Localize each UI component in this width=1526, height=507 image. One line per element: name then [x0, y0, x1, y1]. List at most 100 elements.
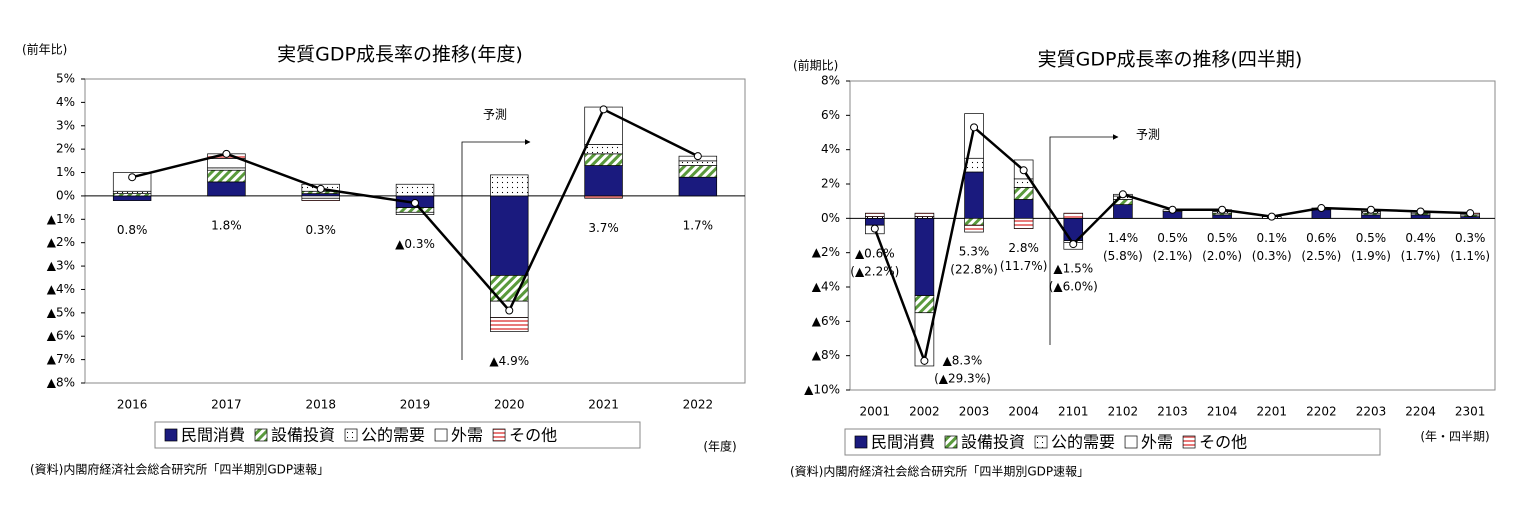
- line-marker: [1218, 205, 1227, 214]
- bar-segment: [395, 207, 435, 213]
- line-marker: [505, 306, 514, 315]
- value-label: ▲4.9%: [489, 354, 529, 368]
- line-marker: [411, 198, 419, 207]
- annualized-label: (▲2.2%): [850, 264, 899, 278]
- legend-swatch: [944, 435, 958, 449]
- value-label: 0.8%: [117, 223, 148, 237]
- line-marker: [693, 152, 702, 161]
- plot-area: [849, 80, 1496, 391]
- y-tick-label: ▲3%: [47, 259, 75, 273]
- line-marker: [1366, 205, 1375, 214]
- x-tick-label: 2022: [683, 398, 714, 412]
- y-tick-label: ▲8%: [47, 376, 75, 390]
- x-tick-label: 2016: [117, 398, 148, 412]
- annualized-label: (2.5%): [1301, 249, 1341, 263]
- value-label: 1.7%: [683, 218, 714, 232]
- bar-segment: [914, 295, 935, 314]
- forecast-line: [1049, 134, 1119, 345]
- annualized-label: (0.3%): [1252, 249, 1292, 263]
- bar-segment: [584, 195, 623, 199]
- legend-label: 民間消費: [181, 426, 245, 445]
- legend-label: その他: [509, 426, 557, 445]
- x-tick-label: 2204: [1405, 405, 1436, 419]
- y-axis-label: (前期比): [793, 58, 838, 73]
- bar-segment: [1063, 212, 1084, 219]
- bar-segment: [112, 195, 152, 201]
- bar-segment: [112, 190, 152, 194]
- line-marker: [599, 105, 608, 114]
- annualized-label: (2.0%): [1202, 249, 1242, 263]
- value-label: 0.3%: [1455, 231, 1486, 245]
- value-label: 2.8%: [1008, 241, 1039, 255]
- chart-title: 実質GDP成長率の推移(四半期): [1038, 49, 1303, 71]
- line-marker: [920, 356, 929, 365]
- annualized-label: (▲6.0%): [1049, 280, 1098, 294]
- x-tick-label: 2018: [305, 398, 336, 412]
- bar-segment: [1212, 214, 1232, 219]
- legend-swatch: [1124, 435, 1138, 449]
- y-tick-label: 2%: [56, 142, 75, 156]
- y-tick-label: ▲7%: [47, 352, 75, 366]
- value-label: 3.7%: [588, 221, 619, 235]
- y-axis-label: (前年比): [22, 42, 67, 57]
- annualized-label: (1.1%): [1450, 249, 1490, 263]
- bar-segment: [678, 176, 718, 197]
- annualized-label: (▲29.3%): [934, 371, 991, 385]
- x-tick-label: 2203: [1356, 405, 1387, 419]
- bar-segment: [112, 193, 152, 197]
- bar-segment: [207, 169, 246, 183]
- y-tick-label: 1%: [56, 165, 75, 179]
- bar-segment: [678, 165, 718, 178]
- line-marker: [1317, 204, 1326, 213]
- legend-swatch: [344, 428, 358, 442]
- x-tick-label: 2004: [1008, 405, 1039, 419]
- value-label: ▲8.3%: [943, 353, 983, 367]
- legend-box: [154, 421, 641, 449]
- bar-segment: [584, 153, 623, 166]
- bar-segment: [914, 217, 935, 296]
- line-marker: [970, 123, 979, 132]
- y-tick-label: 3%: [56, 118, 75, 132]
- y-tick-label: ▲5%: [47, 305, 75, 319]
- bar-segment: [395, 211, 435, 215]
- value-label: 0.5%: [1157, 231, 1188, 245]
- line-marker: [1019, 166, 1028, 175]
- value-label: 0.6%: [1306, 231, 1337, 245]
- x-axis-label: (年度): [703, 439, 736, 454]
- x-tick-label: 2003: [959, 405, 990, 419]
- forecast-label: 予測: [483, 108, 507, 122]
- bar-segment: [865, 212, 885, 217]
- legend-label: 設備投資: [961, 433, 1025, 452]
- legend-label: 外需: [451, 426, 483, 445]
- forecast-line: [461, 139, 531, 360]
- y-tick-label: 0%: [821, 211, 840, 225]
- value-label: 0.3%: [305, 223, 336, 237]
- x-tick-label: 2104: [1207, 405, 1238, 419]
- value-label: ▲0.3%: [395, 237, 435, 251]
- y-tick-label: ▲4%: [47, 282, 75, 296]
- x-tick-label: 2001: [860, 405, 891, 419]
- y-tick-label: ▲2%: [812, 245, 840, 259]
- line-marker: [128, 173, 137, 182]
- x-tick-label: 2201: [1256, 405, 1287, 419]
- line-marker: [1416, 207, 1425, 216]
- bar-segment: [1013, 199, 1034, 219]
- bar-segment: [1013, 187, 1034, 200]
- y-tick-label: ▲8%: [812, 348, 840, 362]
- value-label: 0.1%: [1256, 231, 1287, 245]
- annualized-label: (2.1%): [1153, 249, 1193, 263]
- y-tick-label: 6%: [821, 108, 840, 122]
- line-marker: [1118, 190, 1127, 199]
- bar-segment: [301, 195, 340, 199]
- legend-swatch: [1182, 435, 1196, 449]
- x-tick-label: 2102: [1108, 405, 1139, 419]
- legend: 民間消費 設備投資 公的需要 外需 その他: [154, 421, 641, 449]
- bar-segment: [914, 212, 935, 217]
- bar-segment: [584, 165, 623, 197]
- legend-swatch: [164, 428, 178, 442]
- value-label: 1.8%: [211, 218, 242, 232]
- line-marker: [870, 224, 879, 233]
- y-tick-label: ▲1%: [47, 212, 75, 226]
- line-marker: [222, 149, 231, 158]
- bar-segment: [490, 195, 529, 276]
